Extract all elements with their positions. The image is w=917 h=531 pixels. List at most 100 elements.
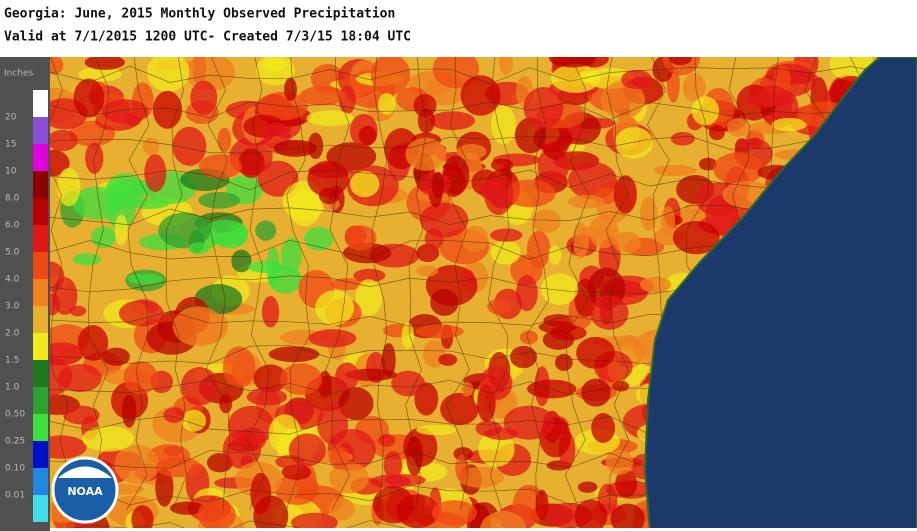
county-line: [445, 57, 470, 511]
precip-patch: [261, 295, 280, 328]
legend-swatch: [33, 333, 48, 360]
precip-patch: [548, 245, 562, 265]
county-line: [405, 57, 428, 511]
precip-patch: [307, 160, 349, 198]
legend-swatch: [33, 117, 48, 144]
legend-label: 20: [5, 113, 17, 123]
precip-patch: [381, 342, 396, 378]
precip-patch: [698, 157, 718, 171]
precip-patch: [114, 214, 128, 246]
precip-patch: [355, 279, 383, 316]
precip-patch: [484, 173, 514, 216]
legend-swatch: [33, 252, 48, 279]
precip-patch: [550, 325, 587, 341]
precip-patch: [231, 249, 252, 273]
precip-patch: [169, 501, 205, 515]
precip-patch: [142, 137, 160, 156]
precip-patch: [146, 57, 190, 92]
precip-patch: [430, 289, 459, 316]
legend-label: 2.0: [5, 329, 20, 339]
precip-patch: [549, 57, 597, 68]
county-line: [50, 65, 891, 85]
precip-patch: [391, 370, 425, 397]
precip-patch: [198, 154, 243, 179]
legend-swatch: [33, 414, 48, 441]
precip-patch: [172, 306, 225, 347]
precip-patch: [576, 336, 615, 369]
map-title: Georgia: June, 2015 Monthly Observed Pre…: [4, 7, 395, 22]
precip-patch: [509, 345, 538, 369]
precip-patch: [349, 170, 380, 198]
county-line: [50, 101, 891, 120]
legend-swatch: [33, 144, 48, 171]
precip-patch: [121, 394, 137, 428]
precip-patch: [749, 137, 762, 150]
county-line: [605, 57, 629, 511]
precip-patch: [415, 324, 464, 339]
precip-patch: [672, 220, 720, 255]
county-line: [246, 57, 269, 511]
precip-patch: [338, 387, 374, 420]
precip-patch: [588, 214, 619, 249]
precip-patch: [284, 77, 297, 102]
precip-patch: [275, 455, 306, 469]
precip-patch: [554, 353, 573, 372]
precip-patch: [84, 57, 125, 70]
precip-patch: [577, 481, 598, 493]
precip-patch: [615, 469, 638, 498]
precip-patch: [614, 126, 653, 159]
precip-patch: [72, 253, 102, 266]
precip-patch: [131, 505, 154, 528]
precip-patch: [531, 209, 561, 234]
legend-label: 5.0: [5, 248, 20, 258]
precip-patch: [163, 407, 185, 423]
county-line: [285, 57, 311, 511]
precip-patch: [455, 454, 469, 482]
precip-patch: [275, 473, 320, 505]
precip-patch: [197, 499, 236, 528]
precip-patch: [299, 85, 345, 106]
precip-patch: [82, 426, 135, 452]
precip-patch: [372, 485, 415, 524]
map-subtitle: Valid at 7/1/2015 1200 UTC- Created 7/3/…: [4, 30, 411, 45]
precip-patch: [416, 265, 439, 277]
precip-patch: [610, 503, 645, 528]
legend-swatch: [33, 198, 48, 225]
county-line: [564, 57, 590, 511]
legend-label: 3.0: [5, 302, 20, 312]
precip-patch: [457, 467, 505, 488]
precip-patch: [653, 164, 697, 177]
precip-patch: [353, 268, 386, 283]
precip-patch: [440, 392, 479, 426]
precip-patch: [491, 105, 516, 145]
precip-patch: [480, 510, 527, 528]
precip-patch: [181, 409, 207, 432]
precip-patch: [188, 242, 210, 255]
precip-patch: [429, 111, 476, 131]
precip-patch: [344, 225, 377, 251]
precip-patch: [621, 69, 653, 90]
precip-patch: [377, 93, 396, 115]
precip-patch: [504, 179, 556, 208]
precip-patch: [708, 124, 725, 141]
legend-unit: Inches: [4, 69, 34, 79]
county-line: [371, 57, 388, 511]
precip-patch: [499, 57, 514, 75]
precip-patch: [152, 90, 183, 129]
precip-patch: [727, 118, 750, 137]
legend-label: 1.5: [5, 356, 19, 366]
ocean: [643, 57, 917, 528]
precip-patch: [155, 467, 174, 507]
precip-patch: [378, 433, 396, 447]
precip-patch: [250, 472, 272, 515]
precip-patch: [288, 190, 321, 227]
precip-patch: [535, 489, 549, 520]
precip-patch: [255, 220, 277, 241]
precip-patch: [519, 330, 539, 345]
county-line: [126, 57, 150, 511]
precip-patch: [668, 57, 692, 66]
precip-patch: [370, 57, 411, 95]
precip-patch: [268, 346, 320, 363]
precip-patch: [329, 446, 350, 470]
precip-patch: [551, 64, 601, 93]
